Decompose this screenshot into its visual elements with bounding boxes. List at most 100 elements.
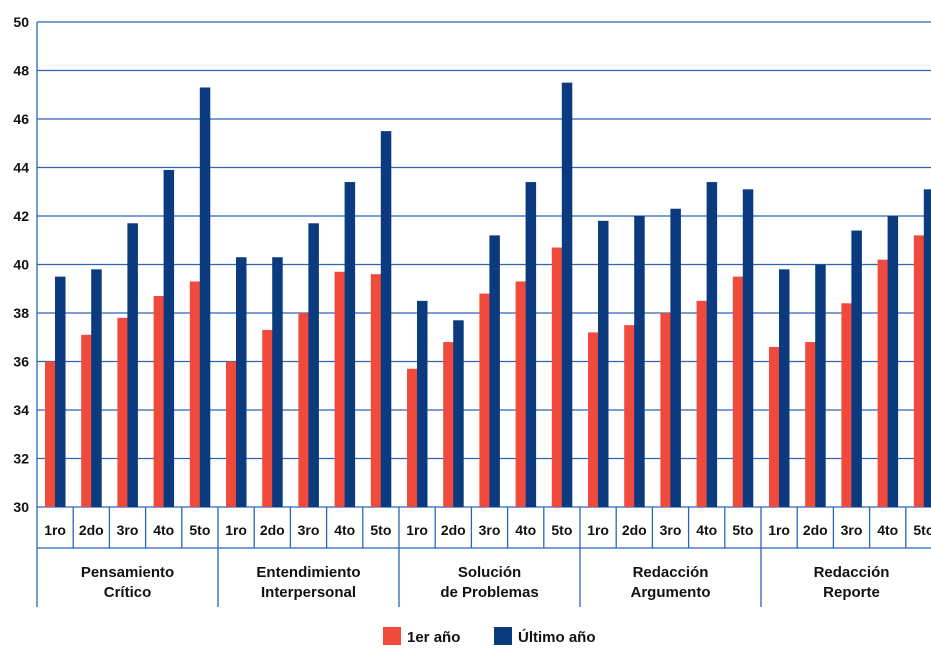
bar-1er-ano	[841, 303, 852, 507]
y-tick-label: 32	[13, 451, 29, 467]
bar-ultimo-ano	[598, 220, 609, 507]
x-category-label: 4to	[877, 522, 898, 538]
group-label: Pensamiento	[81, 564, 174, 581]
bar-ultimo-ano	[199, 87, 211, 507]
bar-ultimo-ano	[742, 189, 754, 507]
x-category-label: 3ro	[660, 522, 682, 538]
bar-ultimo-ano	[815, 264, 826, 507]
x-category-label: 1ro	[225, 522, 247, 538]
bar-ultimo-ano	[163, 169, 175, 508]
bar-1er-ano	[913, 235, 925, 507]
group-label: Crítico	[104, 584, 152, 601]
bar-1er-ano	[479, 293, 490, 507]
legend-swatch	[494, 627, 512, 645]
bar-1er-ano	[443, 342, 454, 507]
group-label: Interpersonal	[261, 584, 356, 601]
x-category-label: 4to	[334, 522, 355, 538]
y-tick-label: 42	[13, 208, 29, 224]
bar-1er-ano	[117, 317, 128, 507]
legend-label: Último año	[518, 628, 596, 646]
bar-ultimo-ano	[923, 189, 931, 507]
x-category-label: 5to	[551, 522, 572, 538]
x-category-label: 2do	[441, 522, 466, 538]
bar-ultimo-ano	[380, 131, 392, 507]
labels: 30 32 34 36 38 40 42 44 46 48 50 1ro 2do 3ro 4to 5to Pen…	[13, 14, 931, 601]
x-category-label: 3ro	[298, 522, 320, 538]
y-tick-label: 50	[13, 14, 29, 30]
bar-1er-ano	[588, 332, 599, 507]
bar-1er-ano	[262, 329, 273, 507]
x-category-label: 3ro	[841, 522, 863, 538]
bar-1er-ano	[407, 368, 418, 507]
y-tick-label: 38	[13, 305, 29, 321]
bar-1er-ano	[732, 276, 744, 507]
bar-ultimo-ano	[308, 223, 319, 507]
bar-ultimo-ano	[670, 208, 681, 507]
bar-ultimo-ano	[489, 235, 500, 507]
legend: 1er año Último año	[383, 627, 596, 646]
bar-1er-ano	[334, 271, 346, 507]
x-category-label: 4to	[515, 522, 536, 538]
bar-ultimo-ano	[851, 230, 862, 508]
group-label: Entendimiento	[256, 564, 360, 581]
x-category-label: 1ro	[44, 522, 66, 538]
group-label: Redacción	[633, 564, 709, 581]
bar-ultimo-ano	[91, 269, 102, 507]
x-category-label: 4to	[153, 522, 174, 538]
bar-ultimo-ano	[127, 223, 138, 507]
bar-ultimo-ano	[706, 182, 718, 508]
x-category-label: 5to	[189, 522, 210, 538]
bar-ultimo-ano	[272, 257, 283, 507]
bar-ultimo-ano	[561, 82, 573, 507]
bar-ultimo-ano	[634, 216, 645, 507]
x-category-label: 5to	[732, 522, 753, 538]
bar-1er-ano	[805, 342, 816, 507]
bar-1er-ano	[370, 274, 382, 507]
bar-1er-ano	[81, 334, 92, 507]
bar-1er-ano	[660, 313, 671, 507]
bar-ultimo-ano	[525, 182, 537, 508]
group-label: Reporte	[823, 584, 880, 601]
bar-1er-ano	[189, 281, 201, 507]
axes	[36, 22, 931, 607]
bar-1er-ano	[515, 281, 527, 507]
x-category-label: 5to	[370, 522, 391, 538]
x-category-label: 5to	[913, 522, 931, 538]
x-category-label: 2do	[260, 522, 285, 538]
y-tick-label: 44	[13, 160, 29, 176]
y-tick-label: 36	[13, 354, 29, 370]
legend-swatch	[383, 627, 401, 645]
x-category-label: 3ro	[479, 522, 501, 538]
bar-ultimo-ano	[417, 300, 428, 507]
group-label: de Problemas	[440, 584, 538, 601]
bar-ultimo-ano	[453, 320, 464, 507]
bar-ultimo-ano	[887, 216, 899, 507]
bar-1er-ano	[153, 296, 165, 507]
group-label: Argumento	[631, 584, 711, 601]
x-category-label: 2do	[803, 522, 828, 538]
bar-1er-ano	[298, 313, 309, 507]
bar-ultimo-ano	[55, 276, 66, 507]
y-tick-label: 40	[13, 257, 29, 273]
bar-1er-ano	[226, 361, 237, 507]
bar-ultimo-ano	[344, 182, 356, 508]
group-label: Solución	[458, 564, 521, 581]
x-category-label: 4to	[696, 522, 717, 538]
bars	[45, 82, 931, 508]
x-category-label: 2do	[79, 522, 104, 538]
y-tick-label: 34	[13, 402, 29, 418]
group-label: Redacción	[814, 564, 890, 581]
bar-1er-ano	[769, 346, 780, 507]
y-tick-label: 48	[13, 63, 29, 79]
bar-1er-ano	[551, 247, 563, 507]
x-category-label: 2do	[622, 522, 647, 538]
y-tick-label: 30	[13, 499, 29, 515]
y-tick-label: 46	[13, 111, 29, 127]
bar-1er-ano	[696, 300, 708, 507]
bar-1er-ano	[45, 361, 56, 507]
x-category-label: 1ro	[768, 522, 790, 538]
bar-ultimo-ano	[236, 257, 247, 507]
legend-label: 1er año	[407, 629, 460, 646]
x-category-label: 1ro	[406, 522, 428, 538]
